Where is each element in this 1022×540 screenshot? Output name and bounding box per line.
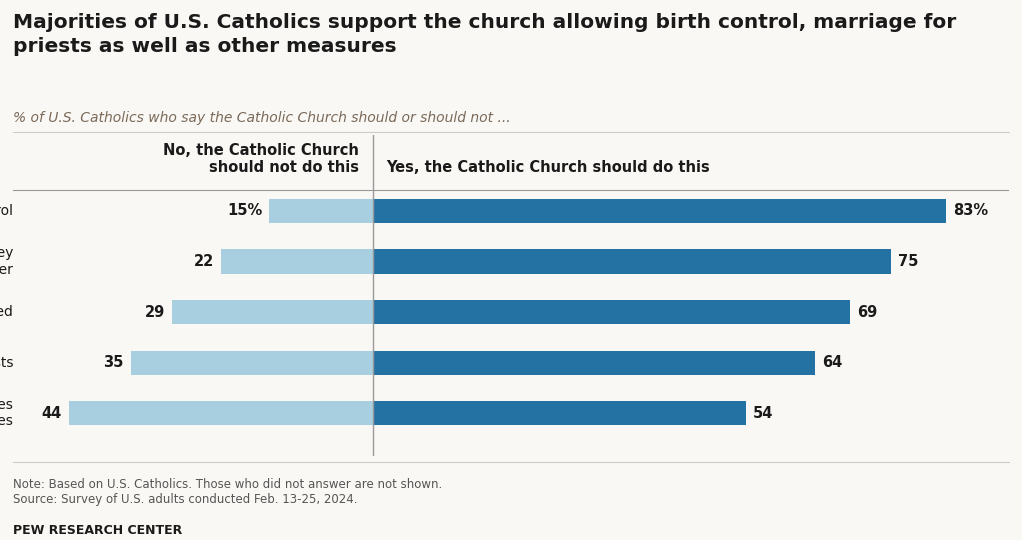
Bar [373, 401, 746, 426]
Text: 54: 54 [753, 406, 774, 421]
Text: No, the Catholic Church
should not do this: No, the Catholic Church should not do th… [164, 143, 359, 176]
Text: Allow Catholics to take Communion even if they
are unmarried and living with a r: Allow Catholics to take Communion even i… [0, 246, 13, 276]
Text: 44: 44 [42, 406, 61, 421]
Text: 15%: 15% [227, 204, 262, 218]
Text: Allow priests to get married: Allow priests to get married [0, 305, 13, 319]
Bar [269, 199, 373, 223]
Text: 69: 69 [856, 305, 877, 320]
Text: 22: 22 [193, 254, 214, 269]
Text: Yes, the Catholic Church should do this: Yes, the Catholic Church should do this [386, 160, 710, 176]
Text: Note: Based on U.S. Catholics. Those who did not answer are not shown.
Source: S: Note: Based on U.S. Catholics. Those who… [13, 478, 443, 506]
Bar [68, 401, 373, 426]
Bar [373, 199, 946, 223]
Bar [373, 249, 891, 274]
Bar [131, 350, 373, 375]
Bar [221, 249, 373, 274]
Text: 83%: 83% [954, 204, 988, 218]
Text: % of U.S. Catholics who say the Catholic Church should or should not ...: % of U.S. Catholics who say the Catholic… [13, 111, 511, 125]
Text: Majorities of U.S. Catholics support the church allowing birth control, marriage: Majorities of U.S. Catholics support the… [13, 14, 957, 56]
Text: 35: 35 [103, 355, 124, 370]
Text: 64: 64 [822, 355, 842, 370]
Bar [173, 300, 373, 324]
Text: PEW RESEARCH CENTER: PEW RESEARCH CENTER [13, 524, 183, 537]
Text: Allow women to become priests: Allow women to become priests [0, 356, 13, 370]
Bar [373, 350, 816, 375]
Text: Allow Catholics to use birth control: Allow Catholics to use birth control [0, 204, 13, 218]
Bar [373, 300, 849, 324]
Text: Recognize the marriages
of gay and lesbian couples: Recognize the marriages of gay and lesbi… [0, 398, 13, 428]
Text: 75: 75 [898, 254, 919, 269]
Text: 29: 29 [145, 305, 166, 320]
